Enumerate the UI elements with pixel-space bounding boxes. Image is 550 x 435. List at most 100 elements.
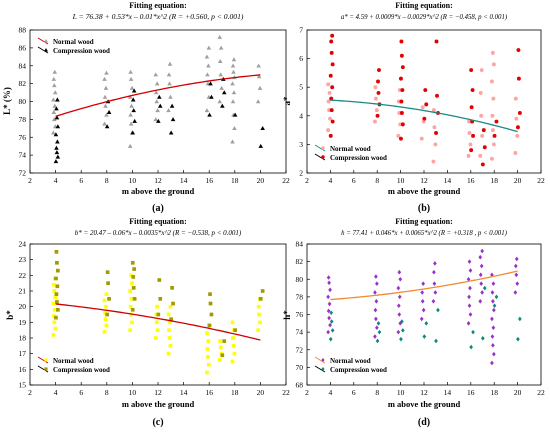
x-tick-label: 2 [305, 388, 309, 397]
legend-label: Normal wood [330, 145, 371, 153]
legend-marker [321, 367, 325, 371]
x-tick-label: 14 [180, 388, 188, 397]
data-point [230, 81, 235, 86]
data-point [232, 112, 238, 117]
data-point [256, 74, 262, 79]
data-point [218, 339, 223, 343]
data-point [128, 304, 133, 309]
x-tick-label: 10 [397, 176, 405, 185]
data-point [420, 290, 425, 295]
data-point [482, 285, 487, 291]
data-point [127, 94, 133, 99]
data-point [257, 312, 261, 317]
data-point [107, 296, 111, 301]
legend-marker [321, 358, 325, 362]
data-point [256, 63, 261, 68]
data-point [328, 287, 332, 293]
y-tick-label: 2 [299, 169, 303, 178]
data-point [132, 118, 137, 123]
y-tick-label: 16 [19, 365, 27, 374]
legend-label: Normal wood [53, 357, 94, 365]
legend-label: Normal wood [330, 357, 371, 365]
legend-marker [321, 146, 325, 150]
y-tick-label: 7 [299, 26, 303, 35]
data-point [479, 281, 484, 286]
data-point [422, 116, 427, 121]
x-tick-label: 16 [205, 176, 213, 185]
data-point [54, 115, 60, 120]
data-point [53, 295, 58, 300]
data-point [52, 117, 57, 122]
plot-area: 2 4 6 8 10 12 14 16 18 20 2215161718192021222324No… [19, 240, 291, 398]
data-point [328, 116, 333, 121]
y-tick-label: 72 [296, 345, 304, 354]
data-point [330, 85, 335, 90]
y-tick-label: 21 [19, 287, 27, 296]
data-point [208, 292, 212, 296]
x-tick-label: 12 [154, 388, 162, 397]
data-point [128, 69, 133, 74]
data-point [479, 263, 484, 269]
data-point [166, 312, 171, 317]
data-point [399, 110, 404, 115]
data-point [129, 273, 133, 278]
data-point [469, 148, 474, 153]
data-point [55, 284, 60, 289]
data-point [377, 68, 381, 72]
panel-a-label: (a) [152, 203, 164, 214]
data-point [329, 319, 334, 324]
x-tick-label: 4 [54, 176, 58, 185]
data-point [132, 267, 137, 271]
data-point [207, 362, 211, 367]
data-point [492, 351, 496, 357]
y-tick-label: 18 [19, 334, 27, 343]
data-point [399, 99, 404, 104]
data-point [130, 307, 135, 312]
data-point [326, 275, 331, 280]
series-normal-wood [326, 248, 520, 366]
x-tick-label: 18 [490, 176, 498, 185]
data-point [53, 326, 58, 331]
data-point [516, 48, 521, 52]
data-point [104, 112, 109, 117]
data-point [232, 351, 237, 356]
legend-swatch [37, 356, 49, 364]
panel-c-xlabel: m above the ground [122, 399, 195, 409]
data-point [328, 322, 332, 328]
data-point [105, 270, 110, 275]
y-tick-label: 76 [296, 310, 304, 319]
data-point [257, 85, 263, 90]
data-point [55, 139, 60, 144]
data-point [231, 343, 236, 348]
data-point [491, 343, 495, 348]
x-tick-label: 6 [79, 176, 83, 185]
x-tick-label: 22 [537, 176, 545, 185]
data-point [374, 274, 378, 279]
y-tick-label: 68 [296, 381, 304, 390]
legend-swatch [314, 144, 326, 152]
data-point [231, 69, 236, 74]
data-point [255, 99, 261, 104]
data-point [260, 126, 265, 131]
x-tick-label: 20 [514, 388, 522, 397]
data-point [103, 311, 107, 315]
x-tick-label: 4 [329, 388, 333, 397]
legend-marker [44, 39, 48, 43]
data-point [169, 317, 173, 322]
data-point [168, 343, 173, 348]
data-point [130, 97, 136, 102]
data-point [231, 336, 235, 340]
data-point [373, 96, 378, 101]
x-tick-label: 18 [231, 388, 239, 397]
data-point [432, 281, 437, 286]
data-point [396, 285, 401, 291]
data-point [51, 314, 56, 318]
data-point [204, 54, 210, 59]
data-point [372, 119, 377, 124]
data-point [157, 103, 163, 108]
x-tick-label: 8 [375, 388, 379, 397]
y-tick-label: 80 [296, 275, 304, 284]
series-compression-wood [54, 249, 265, 358]
data-point [398, 76, 403, 81]
